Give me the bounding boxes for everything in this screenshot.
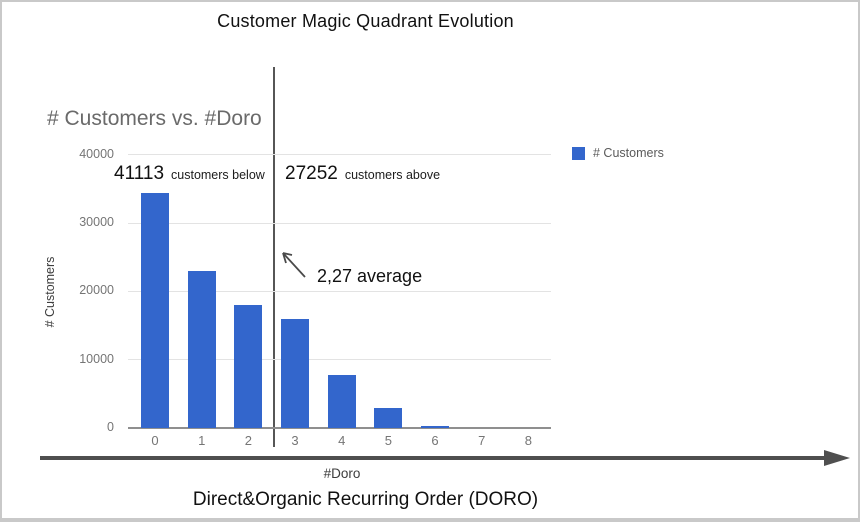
bar: [421, 426, 450, 428]
x-tick-label: 6: [431, 433, 439, 448]
gridline: [128, 359, 551, 361]
chart-title: # Customers vs. #Doro: [47, 107, 262, 130]
page-title: Customer Magic Quadrant Evolution: [217, 11, 514, 31]
bar: [327, 374, 356, 428]
gridline: [128, 154, 551, 156]
y-tick-label: 10000: [79, 351, 114, 366]
gridline: [128, 290, 551, 292]
y-tick-label: 30000: [79, 215, 114, 230]
bar: [374, 408, 403, 428]
bar: [234, 305, 263, 428]
average-vertical-line: [273, 67, 275, 447]
y-tick-label: 40000: [79, 146, 114, 161]
gridline: [128, 222, 551, 224]
x-axis-baseline: [128, 427, 551, 429]
x-tick-label: 1: [198, 433, 206, 448]
legend-label: # Customers: [593, 146, 664, 160]
x-tick-label: 0: [151, 433, 159, 448]
average-pointer-arrow: [282, 252, 306, 278]
customers-above-label: customers above: [344, 168, 441, 182]
x-tick-label: 2: [244, 433, 252, 448]
x-tick-label: 7: [478, 433, 486, 448]
x-axis-title: #Doro: [323, 466, 361, 481]
customers-below-label: customers below: [171, 168, 265, 182]
x-tick-label: 5: [384, 433, 392, 448]
x-tick-label: 8: [524, 433, 532, 448]
x-tick-label: 4: [338, 433, 346, 448]
y-tick-label: 20000: [79, 283, 114, 298]
footer-title: Direct&Organic Recurring Order (DORO): [192, 489, 539, 510]
bar: [141, 192, 170, 428]
customers-above-value: 27252: [285, 163, 338, 184]
bar: [281, 318, 310, 428]
bar: [187, 270, 216, 428]
average-annotation: 2,27 average: [317, 266, 423, 286]
annotation-customers-below: 41113 customers below: [114, 163, 265, 185]
legend-swatch: [572, 146, 585, 160]
x-tick-label: 3: [291, 433, 299, 448]
doro-axis-arrow: [40, 450, 850, 466]
y-tick-label: 0: [107, 420, 114, 434]
annotation-customers-above: 27252 customers above: [285, 163, 440, 185]
customers-below-value: 41113: [114, 163, 165, 184]
y-axis-title: # Customers: [43, 256, 57, 328]
chart-legend: # Customers: [572, 146, 664, 160]
